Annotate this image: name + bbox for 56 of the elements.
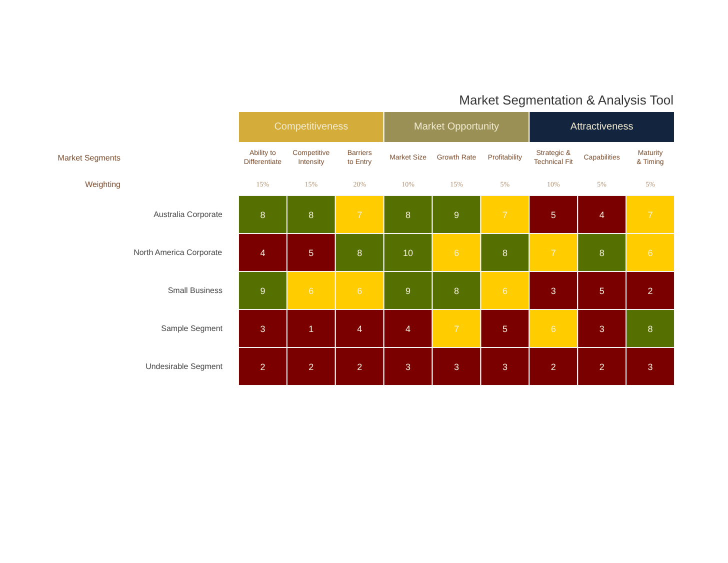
- data-label: 5: [308, 248, 314, 258]
- data-label: 8: [454, 286, 460, 296]
- data-label: 6: [550, 324, 556, 334]
- data-label: 3: [550, 286, 556, 296]
- data-label: 3: [599, 324, 604, 334]
- text: Market Segments: [58, 154, 121, 162]
- data-label: 9: [406, 286, 411, 296]
- text: Market Opportunity: [414, 122, 500, 132]
- data-label: 7: [454, 324, 460, 334]
- data-label: 2: [308, 362, 314, 372]
- data-label: 2: [550, 362, 556, 372]
- data-label: 1: [308, 324, 314, 334]
- text: Attractiveness: [570, 122, 634, 132]
- chart-title: Market Segmentation & Analysis Tool: [459, 92, 674, 108]
- data-label: 8: [260, 210, 266, 220]
- text: Competitiveness: [274, 122, 348, 132]
- data-label: 6: [454, 248, 460, 258]
- data-label: 8: [502, 248, 508, 258]
- data-label: 7: [357, 210, 362, 220]
- data-label: 8: [599, 248, 604, 258]
- data-label: 4: [406, 324, 411, 334]
- data-label: 8: [648, 324, 653, 334]
- data-label: 7: [550, 248, 556, 258]
- y-tick-label: Undesirable Segment: [146, 362, 224, 371]
- data-label: 5: [502, 324, 508, 334]
- data-label: 4: [599, 210, 604, 220]
- data-label: 4: [260, 248, 266, 258]
- data-label: 5: [550, 210, 556, 220]
- text: Weighting: [85, 180, 121, 189]
- data-label: 3: [648, 362, 653, 372]
- data-label: 5: [599, 286, 604, 296]
- y-tick-label: North America Corporate: [134, 248, 223, 257]
- y-tick-label: Sample Segment: [161, 324, 224, 333]
- data-label: 6: [502, 286, 508, 296]
- data-label: 7: [648, 210, 653, 220]
- data-label: 2: [599, 362, 604, 372]
- data-label: 4: [357, 324, 362, 334]
- data-label: 6: [648, 248, 653, 258]
- data-label: 8: [308, 210, 314, 220]
- y-tick-label: Australia Corporate: [154, 210, 224, 219]
- data-label: 3: [260, 324, 266, 334]
- data-label: 6: [308, 286, 314, 296]
- data-label: 6: [357, 286, 362, 296]
- data-label: 3: [502, 362, 508, 372]
- data-label: 3: [454, 362, 460, 372]
- data-label: 9: [454, 210, 460, 220]
- data-label: 8: [406, 210, 411, 220]
- data-label: 3: [406, 362, 411, 372]
- data-label: 9: [260, 286, 266, 296]
- data-label: 2: [260, 362, 266, 372]
- data-label: 7: [502, 210, 508, 220]
- y-tick-label: Small Business: [168, 286, 222, 295]
- data-label: 10: [403, 248, 414, 258]
- data-label: 2: [648, 286, 653, 296]
- data-label: 8: [357, 248, 362, 258]
- data-label: 2: [357, 362, 362, 372]
